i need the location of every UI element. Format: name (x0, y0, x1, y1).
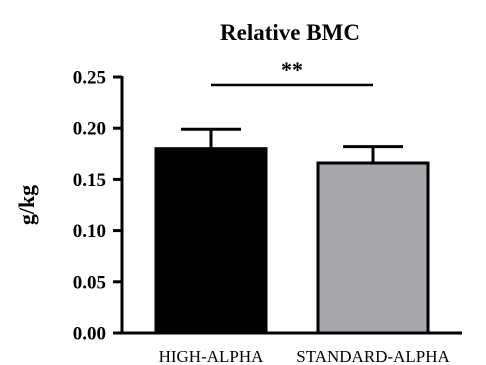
y-tick-label: 0.05 (73, 272, 106, 293)
y-axis-label: g/kg (14, 185, 39, 225)
bar-standard-alpha (316, 161, 430, 335)
y-tick-label: 0.00 (73, 324, 106, 345)
x-tick-label: STANDARD-ALPHA (296, 347, 450, 365)
chart-title: Relative BMC (220, 20, 360, 45)
bar-high-alpha (154, 147, 268, 335)
y-tick-label: 0.15 (73, 170, 106, 191)
y-tick-label: 0.25 (73, 68, 106, 89)
y-tick-label: 0.20 (73, 119, 106, 140)
y-tick-label: 0.10 (73, 221, 106, 242)
significance-label: ** (281, 57, 303, 82)
x-tick-label: HIGH-ALPHA (159, 347, 265, 365)
plot-area: 0.00 0.05 0.10 0.15 0.20 0.25 HIGH-ALPHA STANDA… (73, 57, 462, 365)
